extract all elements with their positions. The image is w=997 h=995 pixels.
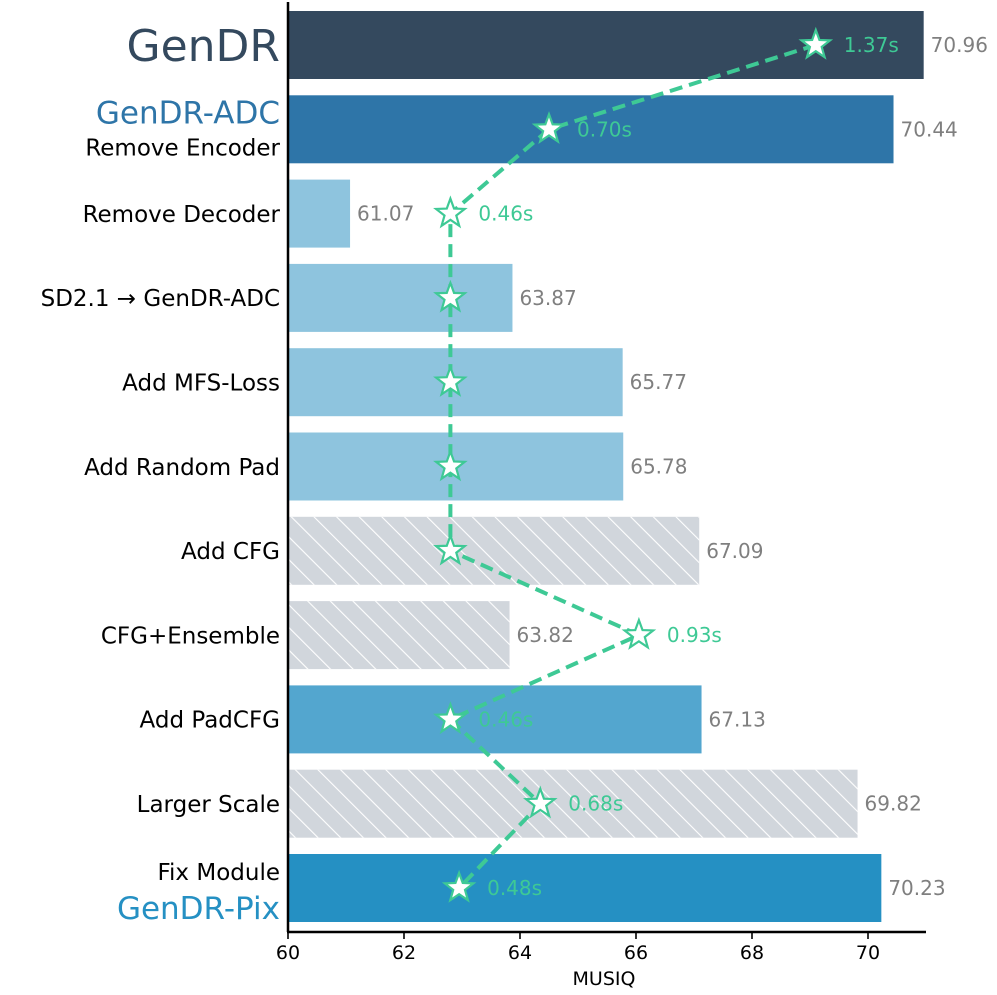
category-label: Add CFG [181,539,280,565]
bar-value-label: 63.82 [517,623,574,647]
x-tick-label: 68 [740,942,764,964]
bar-value-label: 70.96 [931,33,988,57]
bar-hatch [288,601,510,670]
bar-value-label: 67.13 [709,707,766,731]
time-star-marker [531,111,567,145]
time-label: 0.48s [487,876,542,900]
axes-layer: 60 62 64 66 68 70 MUSIQ [276,2,926,990]
category-label: Fix Module [157,860,280,886]
category-label: Add PadCFG [140,708,280,734]
time-star-marker [522,785,558,819]
x-tick-label: 70 [856,942,880,964]
category-label: CFG+Ensemble [101,623,280,649]
category-label: Add MFS-Loss [122,370,280,396]
time-star-marker [621,616,657,650]
bar-value-label: 65.78 [630,455,687,479]
bar-hatch [288,769,858,838]
time-label: 1.37s [844,33,899,57]
time-star-marker [433,532,468,566]
x-tick-label: 62 [392,942,416,964]
bars-layer [288,11,924,922]
time-label: 0.46s [478,707,533,731]
time-label: 0.70s [577,117,632,141]
bar-value-label: 70.23 [888,876,945,900]
bar-hatch [288,516,700,585]
x-tick-label: 60 [276,942,300,964]
time-star-marker [798,26,834,60]
category-label: Remove Encoder [85,135,280,161]
time-star-marker [433,279,468,313]
category-label: GenDR-ADC [96,95,280,131]
x-tick-label: 64 [508,942,532,964]
time-star-marker [433,701,468,735]
x-tick-label: 66 [624,942,648,964]
time-labels-layer: 1.37s 0.70s 0.46s 0.93s 0.46s 0.68s 0.48s [478,33,898,900]
time-star-marker [433,448,468,482]
time-label: 0.68s [568,792,623,816]
category-label: Remove Decoder [83,202,281,228]
x-axis-label: MUSIQ [573,968,636,990]
time-star-marker [433,195,468,229]
category-label: GenDR [126,21,280,72]
category-label: GenDR-Pix [117,891,280,927]
bar [288,179,351,248]
bar [288,95,894,164]
time-star-marker [433,363,468,397]
time-label: 0.46s [478,202,533,226]
time-star-marker [441,869,477,903]
bar [288,685,702,754]
bar [288,263,513,332]
bar [288,854,882,922]
bar-value-label: 65.77 [630,370,687,394]
category-label: Add Random Pad [84,455,280,481]
value-labels-layer: 70.96 70.44 61.07 63.87 65.77 65.78 67.09 63.82… [357,33,988,900]
time-label: 0.93s [667,623,722,647]
bar [288,11,924,79]
time-stars-layer [433,26,834,903]
category-label: SD2.1 → GenDR-ADC [41,286,280,312]
bar-value-label: 67.09 [706,539,763,563]
category-labels-layer: GenDR GenDR-ADC Remove Encoder Remove Decod… [41,21,281,927]
category-label: Larger Scale [137,792,280,818]
bar-value-label: 61.07 [357,202,414,226]
bar-value-label: 70.44 [901,117,958,141]
bar-value-label: 69.82 [865,792,922,816]
bar-value-label: 63.87 [519,286,576,310]
